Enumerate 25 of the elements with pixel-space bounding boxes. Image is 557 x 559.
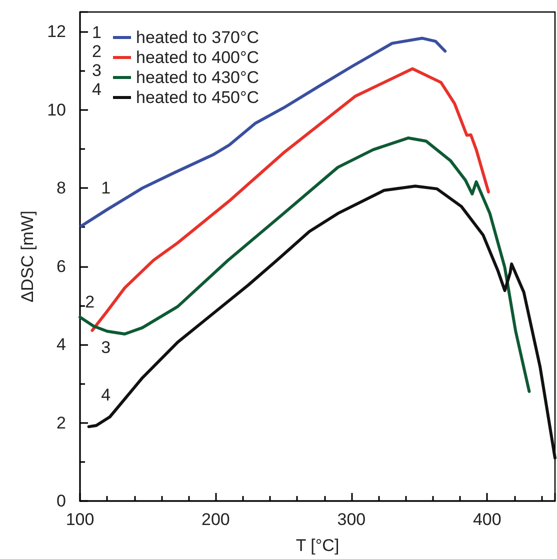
legend-label: heated to 450°C	[136, 88, 260, 107]
annotation: 3	[92, 61, 102, 80]
text: 3	[101, 338, 111, 358]
text: 1	[101, 178, 111, 198]
y-tick-label: 8	[56, 178, 66, 198]
x-axis-title: T [°C]	[296, 536, 340, 555]
annotation: 1	[92, 23, 102, 42]
y-tick-label: 10	[47, 100, 66, 120]
y-tick-label: 2	[56, 413, 66, 432]
y-axis-title: ΔDSC [mW]	[18, 210, 37, 302]
legend-label: heated to 370°C	[136, 28, 260, 47]
text: 2	[85, 292, 95, 312]
y-tick-label: 6	[56, 256, 66, 276]
annotation: 4	[92, 80, 102, 99]
x-tick-label: 400	[472, 510, 502, 529]
x-tick-label: 100	[66, 510, 94, 529]
x-tick-label: 200	[202, 510, 230, 529]
y-tick-label: 4	[56, 335, 66, 354]
legend-label: heated to 400°C	[136, 48, 260, 67]
x-tick-label: 300	[337, 510, 366, 529]
legend-label: heated to 430°C	[136, 68, 260, 87]
text: 4	[101, 386, 111, 405]
y-tick-label: 0	[56, 492, 66, 510]
annotation: 2	[92, 42, 102, 61]
y-tick-label: 12	[47, 22, 66, 42]
